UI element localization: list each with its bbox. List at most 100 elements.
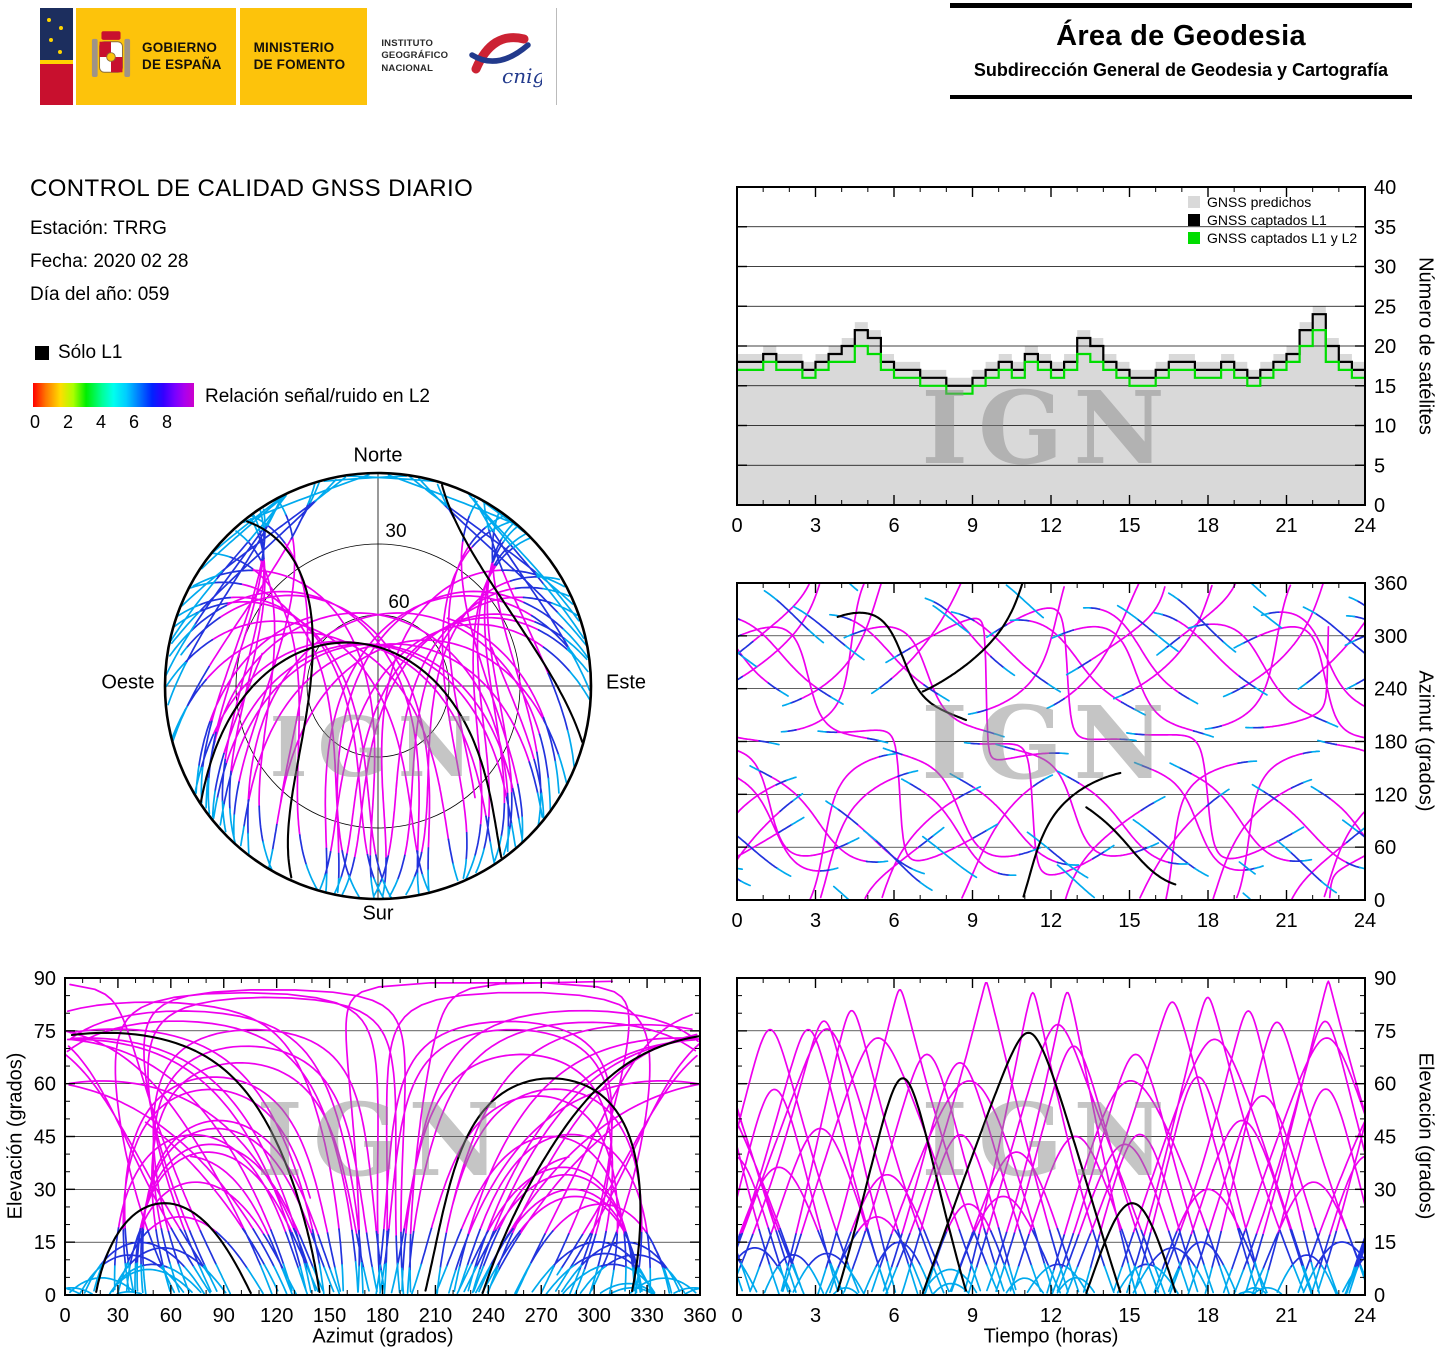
compass-south-label: Sur [362, 902, 394, 925]
svg-text:0: 0 [59, 1305, 70, 1327]
satcount-legend: GNSS predichos GNSS captados L1 GNSS cap… [1188, 193, 1357, 247]
area-subtitle: Subdirección General de Geodesia y Carto… [973, 60, 1389, 80]
svg-text:60: 60 [160, 1305, 182, 1327]
svg-text:60: 60 [1374, 837, 1396, 859]
l1-only-swatch [35, 346, 49, 360]
captured-l1l2-label: GNSS captados L1 y L2 [1207, 230, 1358, 246]
svg-text:30: 30 [34, 1179, 56, 1201]
spain-eu-flag-icon [40, 8, 73, 105]
svg-text:9: 9 [967, 1305, 978, 1327]
svg-text:120: 120 [260, 1305, 293, 1327]
gobierno-block: GOBIERNO DE ESPAÑA [76, 8, 236, 105]
ign-line2: GEOGRÁFICO [381, 50, 449, 62]
svg-text:3: 3 [810, 910, 821, 932]
svg-text:18: 18 [1197, 515, 1219, 537]
svg-text:0: 0 [731, 910, 742, 932]
svg-text:0: 0 [45, 1285, 56, 1307]
government-logo: GOBIERNO DE ESPAÑA MINISTERIO DE FOMENTO… [40, 8, 558, 105]
svg-text:12: 12 [1040, 1305, 1062, 1327]
svg-text:0: 0 [1374, 495, 1385, 517]
svg-text:45: 45 [1374, 1127, 1396, 1149]
page-title: CONTROL DE CALIDAD GNSS DIARIO [30, 175, 474, 202]
svg-text:10: 10 [1374, 416, 1396, 438]
cnig-text: cnig [502, 64, 542, 88]
ign-watermark: IGN [921, 684, 1175, 802]
snr-tick: 4 [95, 412, 107, 432]
svg-text:330: 330 [630, 1305, 663, 1327]
svg-text:150: 150 [313, 1305, 346, 1327]
day-of-year-label: Día del año: 059 [30, 284, 170, 305]
svg-text:20: 20 [1374, 336, 1396, 358]
svg-text:18: 18 [1197, 1305, 1219, 1327]
svg-text:5: 5 [1374, 455, 1385, 477]
svg-text:21: 21 [1275, 515, 1297, 537]
svg-text:90: 90 [213, 1305, 235, 1327]
svg-text:15: 15 [1118, 1305, 1140, 1327]
snr-tick: 2 [62, 412, 74, 432]
svg-text:3: 3 [810, 1305, 821, 1327]
svg-text:24: 24 [1354, 910, 1376, 932]
svg-text:9: 9 [967, 910, 978, 932]
svg-text:90: 90 [34, 968, 56, 990]
svg-text:360: 360 [683, 1305, 716, 1327]
svg-text:15: 15 [1118, 910, 1140, 932]
captured-l1-label: GNSS captados L1 [1207, 212, 1327, 228]
svg-text:60: 60 [1374, 1074, 1396, 1096]
ministerio-line2: DE FOMENTO [253, 56, 346, 72]
predicted-swatch [1188, 196, 1200, 208]
legend-item-captured-l1l2: GNSS captados L1 y L2 [1188, 229, 1357, 247]
captured-l1-swatch [1188, 214, 1200, 226]
ign-watermark: IGN [921, 369, 1175, 487]
svg-text:15: 15 [1374, 376, 1396, 398]
ministerio-text: MINISTERIO DE FOMENTO [254, 40, 346, 74]
snr-colorbar [33, 383, 194, 407]
elevation-ring-60-label: 60 [388, 592, 410, 613]
snr-tick: 0 [29, 412, 41, 432]
snr-tick: 8 [161, 412, 173, 432]
eltime-x-axis-title: Tiempo (horas) [983, 1325, 1119, 1348]
legend-item-predicted: GNSS predichos [1188, 193, 1357, 211]
svg-text:75: 75 [34, 1021, 56, 1043]
compass-west-label: Oeste [101, 671, 155, 694]
ign-watermark: IGN [921, 1081, 1175, 1199]
svg-text:0: 0 [731, 1305, 742, 1327]
area-title: Área de Geodesia [1056, 20, 1306, 52]
svg-text:90: 90 [1374, 968, 1396, 990]
predicted-label: GNSS predichos [1207, 194, 1312, 210]
svg-text:270: 270 [525, 1305, 558, 1327]
elevation-ring-30-label: 30 [385, 521, 407, 542]
ign-line3: NACIONAL [381, 62, 434, 74]
date-label: Fecha: 2020 02 28 [30, 251, 189, 272]
ministerio-block: MINISTERIO DE FOMENTO [239, 8, 368, 105]
svg-text:24: 24 [1354, 515, 1376, 537]
svg-text:15: 15 [1374, 1232, 1396, 1254]
svg-text:240: 240 [1374, 679, 1407, 701]
svg-text:45: 45 [34, 1127, 56, 1149]
svg-text:15: 15 [34, 1232, 56, 1254]
gobierno-text: GOBIERNO DE ESPAÑA [142, 40, 222, 74]
svg-text:21: 21 [1275, 1305, 1297, 1327]
svg-text:210: 210 [419, 1305, 452, 1327]
svg-text:6: 6 [888, 910, 899, 932]
svg-text:300: 300 [1374, 626, 1407, 648]
spain-coat-of-arms-icon [91, 30, 131, 77]
snr-colorbar-label: Relación señal/ruido en L2 [205, 386, 430, 407]
aztime-y-axis-title: Azimut (grados) [1414, 670, 1437, 812]
legend-item-captured-l1: GNSS captados L1 [1188, 211, 1357, 229]
compass-north-label: Norte [353, 444, 403, 467]
svg-text:12: 12 [1040, 910, 1062, 932]
station-label: Estación: TRRG [30, 218, 167, 239]
svg-text:75: 75 [1374, 1021, 1396, 1043]
svg-text:18: 18 [1197, 910, 1219, 932]
ign-watermark: IGN [269, 700, 483, 796]
svg-text:0: 0 [1374, 1285, 1385, 1307]
satcount-y-axis-title: Número de satélites [1414, 257, 1437, 435]
svg-text:12: 12 [1040, 515, 1062, 537]
ministerio-line1: MINISTERIO [253, 39, 335, 55]
gobierno-line2: DE ESPAÑA [142, 56, 222, 72]
area-header: Área de Geodesia Subdirección General de… [950, 3, 1412, 99]
svg-text:30: 30 [1374, 257, 1396, 279]
svg-text:6: 6 [888, 515, 899, 537]
cnig-logo-icon: cnig [469, 32, 542, 88]
